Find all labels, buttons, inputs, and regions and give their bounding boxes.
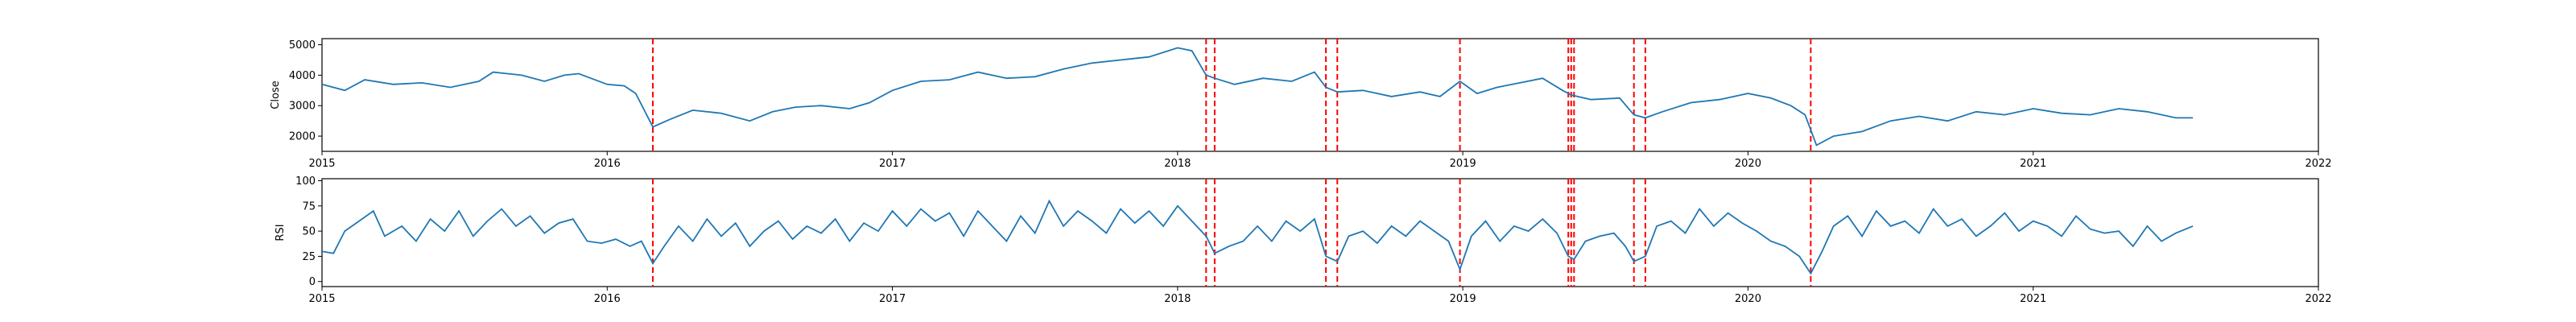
close-y-tick-label: 4000 (289, 70, 316, 82)
close-plot-frame (321, 38, 2319, 152)
rsi-x-tick-label: 2017 (879, 293, 906, 305)
close-y-axis-label: Close (270, 80, 282, 109)
close-x-tick-label: 2021 (2020, 158, 2046, 170)
rsi-y-tick-label: 75 (302, 200, 316, 213)
close-x-tick-label: 2017 (879, 158, 906, 170)
rsi-x-tick-label: 2020 (1735, 293, 1761, 305)
close-x-tick-label: 2020 (1735, 158, 1761, 170)
rsi-line (321, 199, 2194, 275)
close-price-line (321, 47, 2194, 147)
rsi-x-tick-label: 2019 (1450, 293, 1476, 305)
rsi-y-tick-label: 100 (295, 175, 316, 188)
rsi-x-tick-label: 2018 (1164, 293, 1191, 305)
close-y-tick-label: 3000 (289, 101, 316, 113)
close-x-tick-label: 2019 (1450, 158, 1476, 170)
close-price-panel: 2000 3000 4000 5000 2015 2016 2017 2018 2019 202… (270, 38, 2332, 170)
rsi-y-tick-label: 25 (302, 251, 316, 263)
rsi-panel: 0 25 50 75 100 2015 2016 2017 2018 2019 2020 2021 2… (275, 175, 2332, 305)
close-x-tick-label: 2015 (308, 158, 335, 170)
rsi-y-axis-label: RSI (275, 224, 287, 241)
close-x-tick-label: 2022 (2305, 158, 2331, 170)
rsi-x-tick-label: 2015 (308, 293, 335, 305)
rsi-x-tick-label: 2021 (2020, 293, 2046, 305)
rsi-y-tick-label: 50 (302, 226, 316, 238)
rsi-x-tick-label: 2022 (2305, 293, 2331, 305)
close-x-tick-label: 2018 (1164, 158, 1191, 170)
close-y-tick-label: 5000 (289, 39, 316, 52)
close-y-tick-label: 2000 (289, 131, 316, 143)
close-x-tick-label: 2016 (594, 158, 621, 170)
rsi-plot-frame (321, 178, 2319, 287)
rsi-y-tick-label: 0 (309, 276, 316, 288)
rsi-x-tick-label: 2016 (594, 293, 621, 305)
